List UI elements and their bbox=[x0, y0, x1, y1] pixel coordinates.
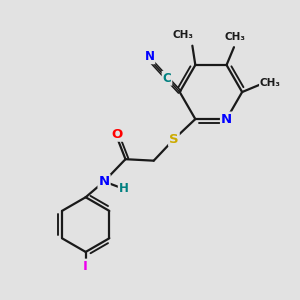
Text: O: O bbox=[112, 128, 123, 141]
Text: H: H bbox=[119, 182, 129, 195]
Text: N: N bbox=[221, 112, 232, 126]
Text: N: N bbox=[98, 175, 110, 188]
Text: CH₃: CH₃ bbox=[225, 32, 246, 42]
Text: CH₃: CH₃ bbox=[260, 78, 281, 88]
Text: S: S bbox=[169, 133, 179, 146]
Text: CH₃: CH₃ bbox=[173, 30, 194, 40]
Text: I: I bbox=[83, 260, 88, 273]
Text: N: N bbox=[144, 50, 154, 63]
Text: C: C bbox=[163, 72, 171, 85]
